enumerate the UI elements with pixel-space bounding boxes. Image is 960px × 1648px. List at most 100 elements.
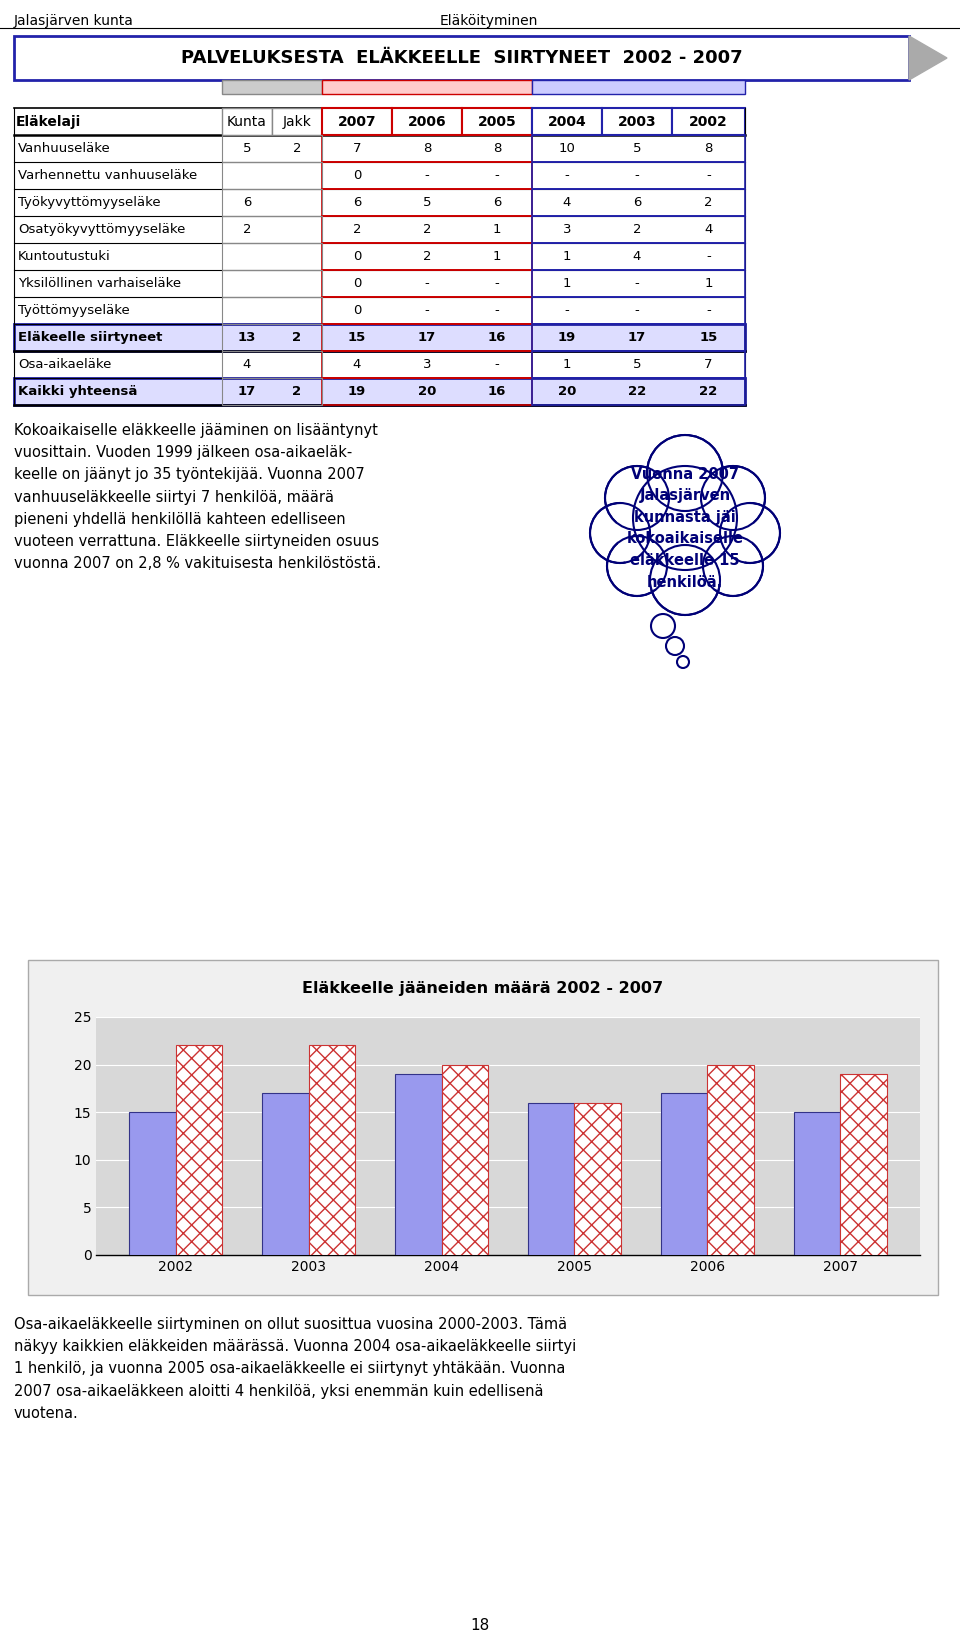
Text: 2: 2 [422, 222, 431, 236]
Text: 2002: 2002 [689, 114, 728, 129]
Text: 4: 4 [705, 222, 712, 236]
Text: -: - [707, 250, 710, 264]
Text: 0: 0 [353, 250, 361, 264]
Text: 1: 1 [492, 250, 501, 264]
Text: 7: 7 [352, 142, 361, 155]
FancyBboxPatch shape [322, 81, 532, 94]
Bar [660, 1093, 708, 1254]
Text: 2: 2 [293, 142, 301, 155]
FancyBboxPatch shape [308, 1023, 324, 1040]
Text: Kuntoutustuki: Kuntoutustuki [18, 250, 110, 264]
Circle shape [617, 460, 753, 597]
Bar [309, 1045, 355, 1254]
Circle shape [651, 615, 675, 638]
Text: 4: 4 [243, 358, 252, 371]
Text: Osa-aikaeläkkeelle siirtyminen on ollut suosittua vuosina 2000-2003. Tämä
näkyy : Osa-aikaeläkkeelle siirtyminen on ollut … [14, 1317, 576, 1421]
Bar [708, 1065, 754, 1254]
FancyBboxPatch shape [392, 109, 462, 135]
FancyBboxPatch shape [532, 81, 745, 94]
Text: 22: 22 [628, 386, 646, 399]
Text: 5: 5 [633, 358, 641, 371]
Text: Yksilöllinen varhaiseläke: Yksilöllinen varhaiseläke [18, 277, 181, 290]
Text: -: - [424, 277, 429, 290]
Bar [130, 1112, 176, 1254]
Text: Osa-aikaeläke: Osa-aikaeläke [18, 358, 111, 371]
Text: 2: 2 [633, 222, 641, 236]
Text: 8: 8 [492, 142, 501, 155]
Bar [794, 1112, 840, 1254]
Text: 15: 15 [348, 331, 366, 344]
FancyBboxPatch shape [322, 109, 392, 135]
Text: 1: 1 [492, 222, 501, 236]
Text: 17: 17 [238, 386, 256, 399]
Text: 1: 1 [563, 358, 571, 371]
Text: 6: 6 [633, 196, 641, 209]
Text: 0: 0 [353, 303, 361, 316]
Text: -: - [424, 170, 429, 181]
Text: Varhennettu vanhuuseläke: Varhennettu vanhuuseläke [18, 170, 197, 181]
Circle shape [703, 536, 763, 597]
Text: 6: 6 [243, 196, 252, 209]
Bar [840, 1074, 887, 1254]
Text: 2: 2 [243, 222, 252, 236]
FancyBboxPatch shape [133, 1018, 523, 1043]
Text: 0: 0 [353, 170, 361, 181]
FancyBboxPatch shape [14, 377, 745, 405]
Text: Työkyvyttömyyseläke: Työkyvyttömyyseläke [18, 196, 160, 209]
Text: 17: 17 [418, 331, 436, 344]
Text: 19: 19 [348, 386, 366, 399]
FancyBboxPatch shape [28, 961, 938, 1295]
Text: 2: 2 [293, 331, 301, 344]
Text: 4: 4 [353, 358, 361, 371]
Text: 17: 17 [628, 331, 646, 344]
Circle shape [605, 466, 669, 531]
Text: 7: 7 [705, 358, 712, 371]
Text: 3: 3 [563, 222, 571, 236]
Text: Eläköityminen: Eläköityminen [440, 13, 539, 28]
Text: 2: 2 [352, 222, 361, 236]
Circle shape [720, 503, 780, 564]
Text: 5: 5 [243, 142, 252, 155]
FancyBboxPatch shape [462, 109, 532, 135]
Text: 6: 6 [492, 196, 501, 209]
Text: 1: 1 [705, 277, 712, 290]
Text: -: - [424, 303, 429, 316]
Text: Kunta: Kunta [228, 114, 267, 129]
Text: 10: 10 [559, 142, 575, 155]
Bar [574, 1103, 621, 1254]
Text: Eläkeelle siirtyneet: Eläkeelle siirtyneet [18, 331, 162, 344]
Text: Eläkelaji: Eläkelaji [16, 114, 82, 129]
Text: 3: 3 [422, 358, 431, 371]
Text: 5: 5 [422, 196, 431, 209]
Text: Vanhuuseläke: Vanhuuseläke [18, 142, 110, 155]
Text: -: - [707, 170, 710, 181]
Text: Vuonna 2007
Jalasjärven
kunnasta jäi
kokoaikaiselle
eläkkeelle 15
henkilöä.: Vuonna 2007 Jalasjärven kunnasta jäi kok… [627, 466, 743, 590]
Text: 5: 5 [633, 142, 641, 155]
Text: 20: 20 [418, 386, 436, 399]
Text: 1: 1 [563, 277, 571, 290]
Bar [176, 1045, 223, 1254]
Text: -: - [494, 358, 499, 371]
Text: 8: 8 [422, 142, 431, 155]
FancyBboxPatch shape [532, 109, 602, 135]
Text: 19: 19 [558, 331, 576, 344]
Text: Jakk: Jakk [282, 114, 311, 129]
Text: Kaikki eläkkeet yhteensä: Kaikki eläkkeet yhteensä [331, 1025, 497, 1038]
Text: 2004: 2004 [547, 114, 587, 129]
Text: 8: 8 [705, 142, 712, 155]
Text: 18: 18 [470, 1618, 490, 1633]
Text: -: - [564, 170, 569, 181]
Text: Kaikki yhteensä: Kaikki yhteensä [18, 386, 137, 399]
Text: Eläkkeelle jääneiden määrä 2002 - 2007: Eläkkeelle jääneiden määrä 2002 - 2007 [302, 981, 663, 995]
Text: 0: 0 [353, 277, 361, 290]
Text: 22: 22 [700, 386, 718, 399]
Bar [396, 1074, 442, 1254]
Text: 15: 15 [700, 331, 718, 344]
Text: 20: 20 [558, 386, 576, 399]
Text: -: - [494, 277, 499, 290]
Text: -: - [635, 303, 639, 316]
Text: Jalasjärven kunta: Jalasjärven kunta [14, 13, 133, 28]
Text: 2005: 2005 [478, 114, 516, 129]
Circle shape [647, 435, 723, 511]
FancyBboxPatch shape [222, 81, 322, 94]
